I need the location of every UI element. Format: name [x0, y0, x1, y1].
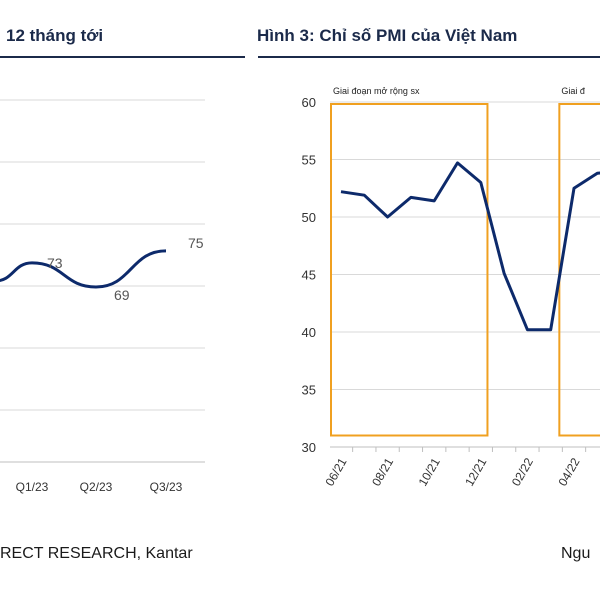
pmi-y-tick-2: 40 — [302, 325, 316, 340]
left-x-tick-3: Q3/23 — [150, 480, 183, 494]
right-source-note: Ngu — [561, 545, 591, 562]
left-x-tick-1: Q1/23 — [16, 480, 49, 494]
pmi-series-line — [340, 161, 600, 332]
pmi-y-tick-4: 50 — [302, 210, 316, 225]
pmi-y-tick-1: 35 — [302, 383, 316, 398]
left-data-label-3: 75 — [188, 235, 204, 251]
left-data-label-2: 69 — [114, 287, 130, 303]
pmi-x-tick-4: 02/22 — [509, 455, 536, 488]
right-title-rule — [258, 56, 600, 58]
left-title-rule — [0, 56, 245, 58]
pmi-phase-box-1 — [558, 103, 600, 437]
left-data-label-1: 73 — [47, 255, 63, 271]
pmi-phase-label-1: Giai đ — [561, 86, 585, 96]
pmi-x-tick-2: 10/21 — [416, 455, 443, 488]
left-chart-title: 12 tháng tới — [6, 26, 104, 45]
pmi-x-tick-0: 06/21 — [322, 455, 349, 488]
pmi-y-tick-3: 45 — [302, 268, 316, 283]
right-chart-title: Hình 3: Chỉ số PMI của Việt Nam — [257, 26, 518, 45]
pmi-y-tick-5: 55 — [302, 153, 316, 168]
pmi-y-tick-0: 30 — [302, 440, 316, 455]
pmi-x-tick-3: 12/21 — [462, 455, 489, 488]
left-x-tick-2: Q2/23 — [80, 480, 113, 494]
pmi-phase-box-0 — [330, 103, 489, 437]
pmi-x-tick-1: 08/21 — [369, 455, 396, 488]
pmi-x-tick-5: 04/22 — [555, 455, 582, 488]
left-series-line — [0, 249, 167, 289]
pmi-phase-label-0: Giai đoạn mở rộng sx — [333, 86, 420, 96]
left-source-note: RECT RESEARCH, Kantar — [0, 545, 193, 562]
pmi-y-tick-6: 60 — [302, 95, 316, 110]
